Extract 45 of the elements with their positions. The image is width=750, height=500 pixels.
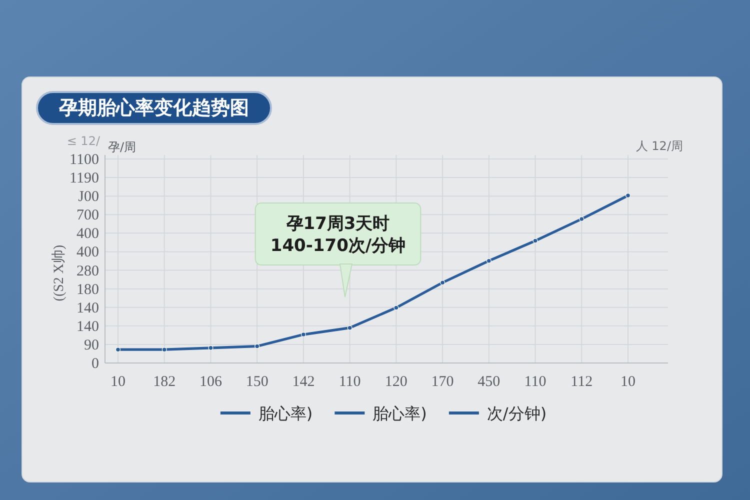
x-tick-label: 182	[153, 374, 176, 390]
text: 人 12/周	[636, 139, 683, 153]
x-tick-label: 150	[246, 374, 268, 390]
text: 700	[76, 208, 99, 224]
text: 90	[84, 337, 99, 354]
point	[162, 347, 167, 352]
point	[440, 280, 446, 286]
annotation: 孕17周3天时 140-170次/分钟	[270, 214, 406, 256]
point	[486, 258, 492, 264]
legend-label: 次/分钟)	[486, 404, 547, 423]
text: 孕/周	[108, 140, 136, 154]
x-tick-label: 106	[199, 374, 222, 390]
point	[394, 305, 399, 310]
legend-label: 胎心率)	[372, 404, 427, 423]
chart-title: 孕期胎心率变化趋势图	[58, 97, 249, 119]
text: 1100	[70, 152, 99, 168]
text: 140	[76, 300, 99, 316]
text: 0	[92, 356, 99, 372]
point	[626, 193, 630, 198]
point	[300, 332, 306, 338]
x-tick-label: 10	[110, 374, 126, 390]
x-tick-label: 10	[620, 374, 636, 390]
point	[579, 216, 584, 222]
x-tick-label: 170	[431, 374, 454, 390]
text: J00	[78, 189, 99, 206]
point	[532, 238, 538, 244]
point	[254, 344, 260, 349]
text: 280	[76, 263, 99, 280]
text: 400	[76, 226, 99, 242]
y-axis-title: ((S2 X帅)	[51, 244, 67, 302]
x-tick-label: 110	[338, 374, 361, 390]
point	[347, 325, 352, 330]
x-tick-label: 142	[292, 374, 315, 390]
text: 1190	[70, 170, 99, 187]
x-tick-label: 120	[384, 374, 408, 390]
text: 140	[76, 318, 99, 335]
legend-label: 胎心率)	[258, 404, 313, 423]
x-tick-label: 110	[524, 374, 546, 390]
point	[208, 345, 214, 350]
text: ≤ 12/	[66, 134, 101, 148]
text: 400	[76, 244, 99, 261]
x-tick-label: 112	[570, 374, 593, 390]
text: 180	[76, 282, 99, 298]
point	[116, 347, 120, 352]
x-tick-label: 450	[478, 374, 500, 390]
